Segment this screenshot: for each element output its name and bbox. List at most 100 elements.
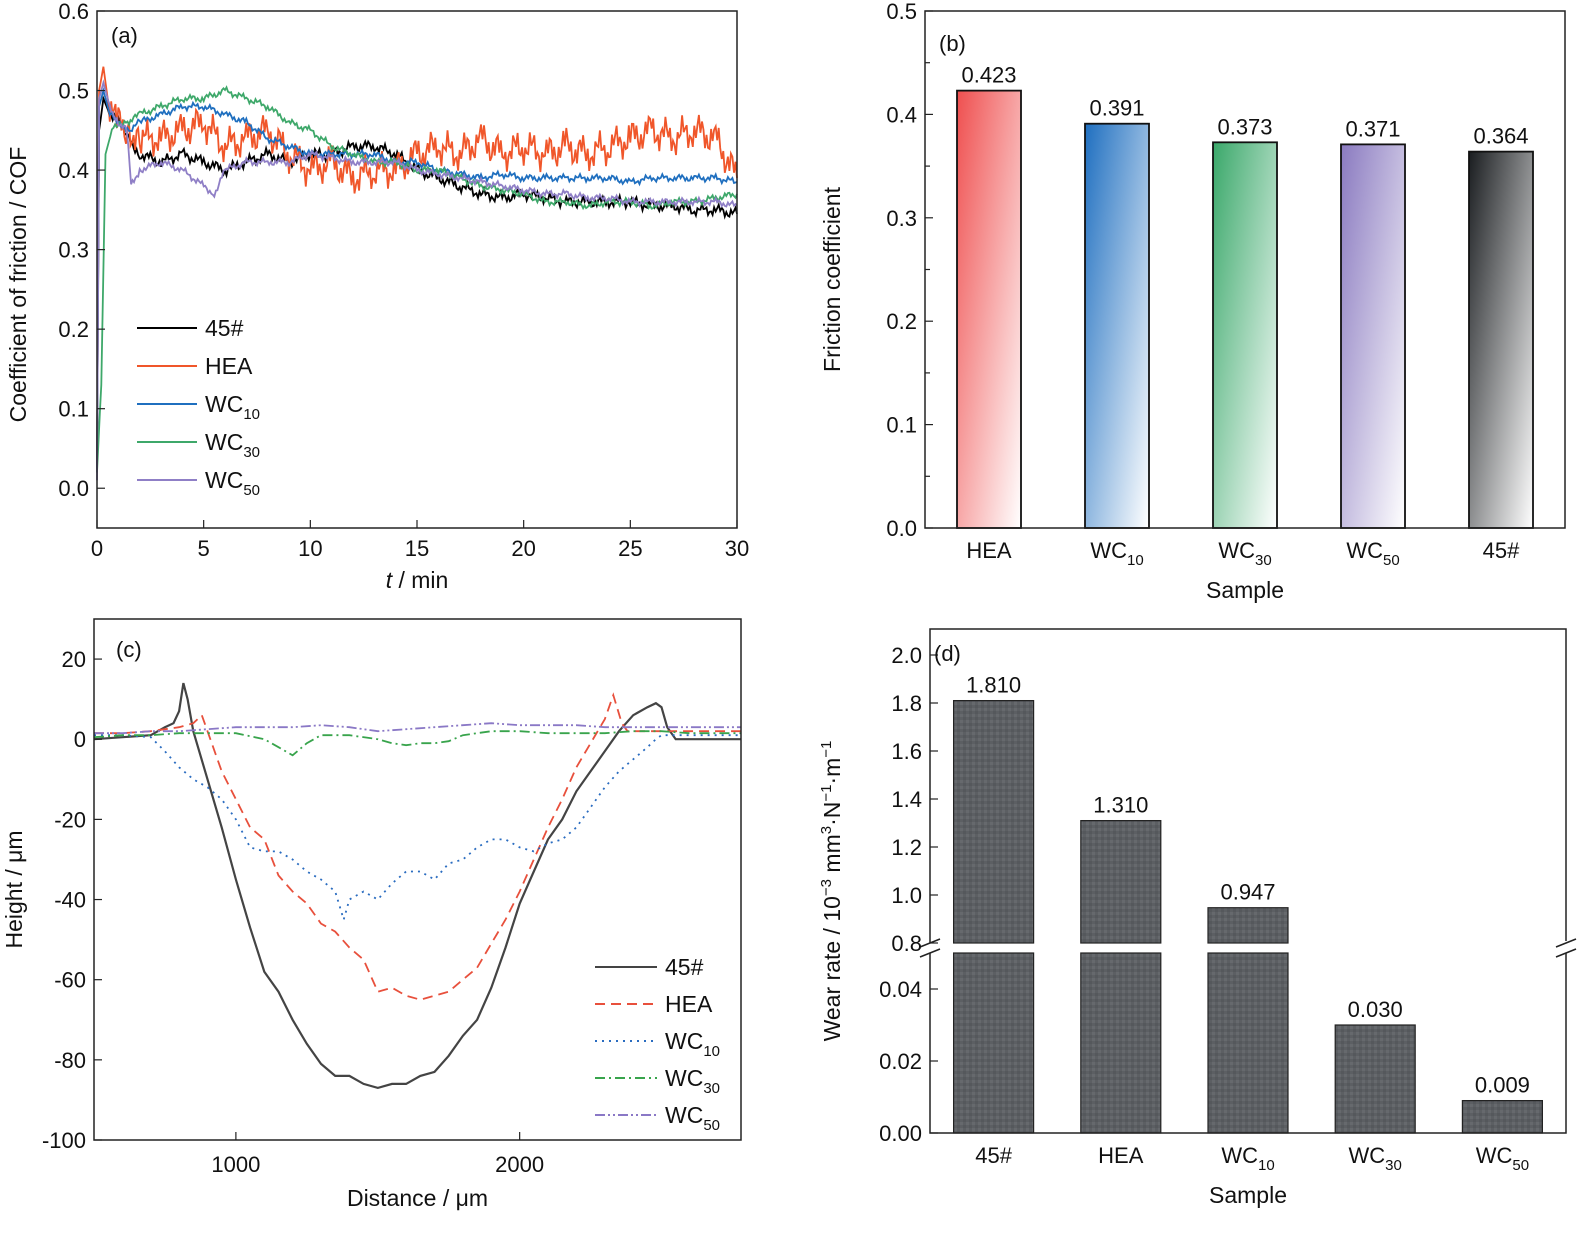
bar-upper-segment — [1080, 819, 1162, 944]
bar-value-label: 0.423 — [961, 63, 1016, 88]
y-tick-label: 0.02 — [879, 1049, 922, 1074]
y-tick-label: -60 — [54, 968, 86, 993]
x-tick-label: WC10 — [1090, 538, 1143, 569]
bar-value-label: 1.310 — [1093, 793, 1148, 818]
legend: 45# HEA WC10 WC30 WC50 — [137, 315, 260, 499]
y-tick-label: -20 — [54, 807, 86, 832]
panel-label: (b) — [939, 31, 966, 56]
series-line-wc10 — [96, 86, 738, 473]
x-axis-title: Sample — [1206, 577, 1284, 603]
legend-label: WC30 — [205, 429, 260, 461]
x-tick-label: HEA — [966, 538, 1012, 563]
y-tick-label: 1.8 — [891, 691, 922, 716]
bar — [1461, 1099, 1544, 1134]
legend-label: WC10 — [665, 1028, 720, 1060]
y-axis-title: Coefficient of friction / COF — [5, 147, 31, 423]
x-tick-label: 2000 — [495, 1152, 544, 1177]
x-tick-label: 10 — [298, 536, 322, 561]
y-tick-label: 0.3 — [886, 206, 917, 231]
x-tick-label: WC30 — [1218, 538, 1271, 569]
y-tick-label: 0.6 — [58, 0, 89, 24]
x-tick-label: 0 — [91, 536, 103, 561]
y-tick-label: 1.4 — [891, 787, 922, 812]
legend-label: WC50 — [665, 1102, 720, 1134]
series-line-wc50 — [94, 722, 741, 735]
bar-lower-segment — [1207, 952, 1289, 1134]
bar-lower-segment — [952, 952, 1035, 1134]
series-line-hea — [94, 692, 741, 1001]
bar-value-label: 0.030 — [1348, 997, 1403, 1022]
y-tick-label: 0.5 — [886, 0, 917, 24]
y-tick-label: -100 — [42, 1128, 86, 1153]
y-tick-label: 0.4 — [886, 102, 917, 127]
y-tick-label: 0.2 — [886, 309, 917, 334]
series-line-45 — [93, 682, 741, 1090]
legend-label: HEA — [665, 991, 713, 1017]
series-line-hea — [96, 66, 738, 473]
y-tick-label: 0 — [74, 727, 86, 752]
y-tick-label: 0.3 — [58, 238, 89, 263]
x-tick-label: 45# — [975, 1143, 1012, 1168]
bar — [956, 89, 1022, 529]
y-tick-label: 1.2 — [891, 835, 922, 860]
x-tick-label: WC50 — [1346, 538, 1399, 569]
bar — [1468, 150, 1534, 529]
bar — [1084, 122, 1150, 529]
bar — [1334, 1024, 1416, 1134]
y-axis-title: Friction coefficient — [819, 186, 845, 372]
y-tick-label: -80 — [54, 1048, 86, 1073]
y-tick-label: 20 — [62, 647, 86, 672]
plot-frame-lower — [929, 953, 1567, 1134]
x-tick-label: WC10 — [1221, 1143, 1274, 1174]
bar-value-label: 0.373 — [1217, 114, 1272, 139]
x-tick-label: 1000 — [211, 1152, 260, 1177]
panel-label: (c) — [116, 637, 142, 662]
series-line-wc50 — [96, 79, 738, 481]
y-tick-label: 0.0 — [58, 476, 89, 501]
bar-upper-segment — [1207, 907, 1289, 944]
bar-upper-segment — [952, 699, 1035, 944]
y-tick-label: 0.5 — [58, 79, 89, 104]
legend-label: WC50 — [205, 467, 260, 499]
x-tick-label: WC50 — [1476, 1143, 1529, 1174]
x-tick-label: 25 — [618, 536, 642, 561]
y-tick-label: 0.1 — [58, 397, 89, 422]
panel-label: (d) — [934, 641, 961, 666]
legend-label: WC30 — [665, 1065, 720, 1097]
x-axis-title: Sample — [1209, 1182, 1287, 1208]
legend: 45# HEA WC10 WC30 WC50 — [595, 954, 720, 1134]
y-tick-label: 0.1 — [886, 413, 917, 438]
panel-a-cof-vs-time: 0 5 10 15 20 25 30 0.0 0.1 0.2 0.3 0.4 0.5 0.6 (a) t / … — [5, 0, 749, 593]
panel-d-wear-rate-bar: 1.810 45# 1.310 HEA 0.947 WC10 0.030 WC30 0.009 W… — [818, 628, 1577, 1208]
x-tick-label: 20 — [511, 536, 535, 561]
x-tick-label: WC30 — [1349, 1143, 1402, 1174]
y-tick-label: -40 — [54, 888, 86, 913]
axis-break-gap — [932, 944, 1564, 952]
y-tick-label: 0.00 — [879, 1121, 922, 1146]
x-tick-label: 45# — [1483, 538, 1520, 563]
x-tick-label: 30 — [725, 536, 749, 561]
x-tick-label: 5 — [198, 536, 210, 561]
bar — [1340, 143, 1406, 529]
y-tick-label: 1.0 — [891, 883, 922, 908]
y-tick-label: 0.4 — [58, 158, 89, 183]
x-axis-title: Distance / μm — [347, 1185, 488, 1211]
bar-value-label: 0.947 — [1220, 880, 1275, 905]
y-axis-title: Height / μm — [1, 830, 27, 948]
legend-label: 45# — [665, 954, 704, 980]
legend-label: WC10 — [205, 391, 260, 423]
bar-value-label: 0.009 — [1475, 1073, 1530, 1098]
series-line-wc30 — [96, 85, 738, 473]
y-tick-label: 0.04 — [879, 977, 922, 1002]
y-tick-label: 1.6 — [891, 739, 922, 764]
bar — [1212, 141, 1278, 529]
y-tick-label: 0.2 — [58, 317, 89, 342]
axis-break-mark — [919, 948, 941, 958]
legend-label: 45# — [205, 315, 244, 341]
bar-value-label: 0.364 — [1473, 124, 1528, 149]
y-axis-title: Wear rate / 10−3 mm3·N−1·m−1 — [818, 741, 845, 1042]
axis-break-mark — [1555, 938, 1577, 948]
series-line-wc10 — [94, 734, 741, 923]
series-line-wc30 — [93, 730, 741, 757]
